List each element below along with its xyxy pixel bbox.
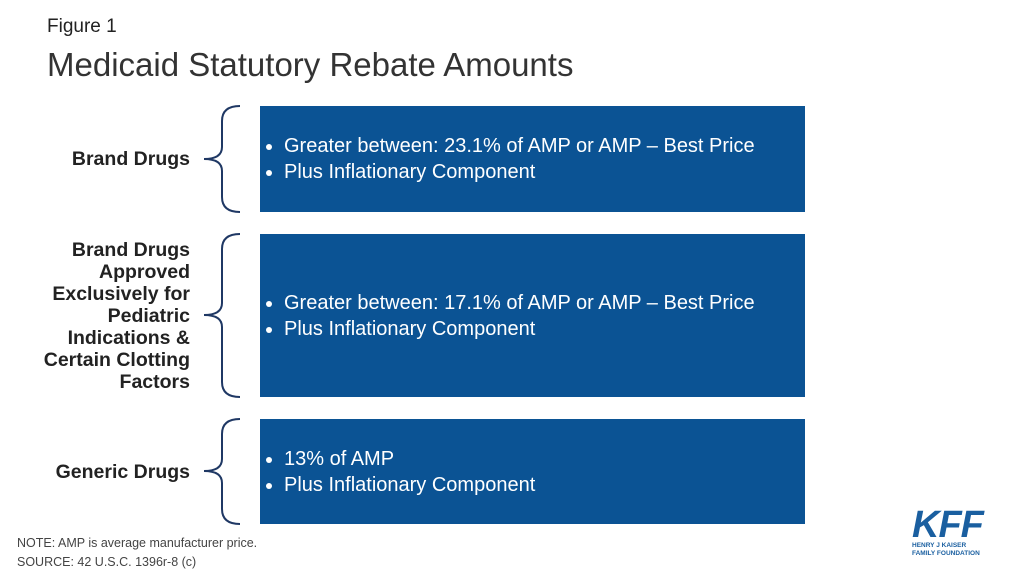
label-line: Approved [98, 260, 190, 283]
row-label: Brand Drugs Approved Exclusively for Ped… [0, 234, 190, 397]
logo-line: HENRY J KAISER [912, 542, 967, 549]
label-line: Pediatric [107, 304, 190, 327]
label-line: Exclusively for [52, 282, 190, 305]
bullet: Greater between: 23.1% of AMP or AMP – B… [284, 133, 755, 159]
brace [203, 233, 241, 398]
label-line: Brand Drugs [71, 238, 190, 261]
title: Medicaid Statutory Rebate Amounts [47, 46, 574, 83]
label-line: Generic Drugs [55, 460, 190, 483]
logo: KFF HENRY J KAISER FAMILY FOUNDATION [912, 504, 992, 557]
bullet: Plus Inflationary Component [284, 159, 755, 185]
note: NOTE: AMP is average manufacturer price. [17, 536, 258, 550]
label-line: Certain Clotting [43, 348, 190, 371]
logo-mark: KFF [912, 504, 984, 546]
label-line: Brand Drugs [71, 148, 190, 170]
content-box: Greater between: 23.1% of AMP or AMP – B… [260, 106, 805, 212]
brace [203, 105, 241, 213]
bullet: Plus Inflationary Component [284, 472, 535, 498]
label-line: Indications & [67, 326, 190, 349]
bullet: 13% of AMP [284, 446, 535, 472]
logo-line: FAMILY FOUNDATION [912, 549, 980, 557]
row-label: Generic Drugs [0, 419, 190, 524]
brace [203, 418, 241, 525]
bullet: Plus Inflationary Component [284, 316, 755, 342]
bullet: Greater between: 17.1% of AMP or AMP – B… [284, 290, 755, 316]
figure-label: Figure 1 [47, 16, 117, 37]
source: SOURCE: 42 U.S.C. 1396r-8 (c) [17, 555, 197, 569]
content-box: 13% of AMPPlus Inflationary Component [260, 419, 805, 524]
label-line: Factors [119, 370, 190, 393]
content-box: Greater between: 17.1% of AMP or AMP – B… [260, 234, 805, 397]
row-label: Brand Drugs [0, 106, 190, 212]
